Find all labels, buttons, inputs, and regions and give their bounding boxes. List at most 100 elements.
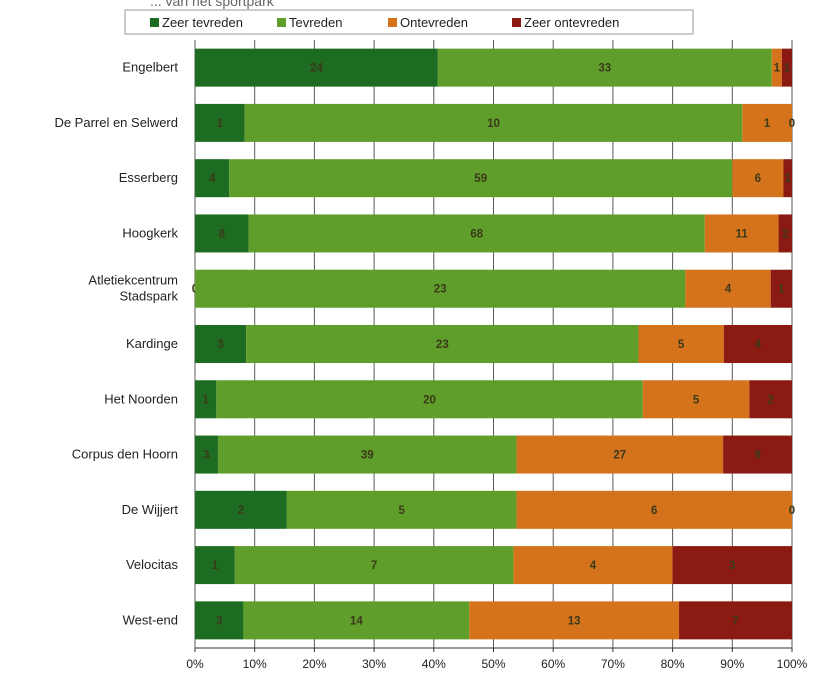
category-label: Corpus den Hoorn xyxy=(72,447,178,462)
data-label: 1 xyxy=(217,118,224,130)
x-tick-label: 0% xyxy=(186,657,204,671)
bar-segment xyxy=(195,490,287,529)
data-label: 5 xyxy=(398,505,405,517)
bar-segment xyxy=(246,325,639,363)
data-label: 4 xyxy=(755,339,762,351)
x-tick-label: 10% xyxy=(243,657,267,671)
data-label: 0 xyxy=(789,118,795,130)
legend-label: Tevreden xyxy=(289,15,342,30)
category-label: Stadspark xyxy=(119,289,178,304)
data-label: 1 xyxy=(774,63,781,75)
bar-segment xyxy=(195,159,230,198)
data-label: 39 xyxy=(361,450,374,462)
data-label: 3 xyxy=(216,615,222,627)
bar-segment xyxy=(685,269,771,308)
data-label: 23 xyxy=(436,339,449,351)
chart-title-partial: ... van het sportpark xyxy=(150,0,275,9)
bar-segment xyxy=(513,546,673,585)
bar-segment xyxy=(778,214,792,253)
bar-segment xyxy=(195,546,235,585)
data-label: 9 xyxy=(754,450,760,462)
data-label: 3 xyxy=(217,339,223,351)
bar-segment xyxy=(243,601,470,640)
bar-segment xyxy=(679,601,792,640)
data-label: 1 xyxy=(212,560,219,572)
data-label: 23 xyxy=(434,284,447,296)
bar-segment xyxy=(742,103,792,142)
category-label: Kardinge xyxy=(126,336,178,351)
data-label: 33 xyxy=(598,63,611,75)
data-label: 2 xyxy=(767,394,773,406)
category-label: Het Noorden xyxy=(104,391,178,406)
bar-segment xyxy=(516,490,792,529)
bar-segment xyxy=(195,48,438,87)
data-label: 4 xyxy=(209,173,216,185)
data-label: 6 xyxy=(651,505,657,517)
data-label: 59 xyxy=(474,173,487,185)
bar-segment xyxy=(783,159,792,198)
bar-segment xyxy=(195,269,686,308)
x-tick-label: 20% xyxy=(302,657,326,671)
data-label: 4 xyxy=(590,560,597,572)
data-label: 2 xyxy=(782,228,788,240)
x-axis: 0% 10% 20% 30% 40% 50% 60% 70% 80% 90% 100% xyxy=(186,647,808,671)
bar-segment xyxy=(234,546,514,585)
data-label: 1 xyxy=(784,63,791,75)
legend-swatch xyxy=(150,18,159,27)
bar-segment xyxy=(195,325,247,363)
x-tick-label: 70% xyxy=(601,657,625,671)
category-label: Engelbert xyxy=(122,60,178,75)
data-label: 1 xyxy=(785,173,792,185)
bar-segment xyxy=(195,103,245,142)
data-label: 1 xyxy=(778,284,785,296)
data-label: 7 xyxy=(732,615,738,627)
category-label: De Parrel en Selwerd xyxy=(54,115,178,130)
x-tick-label: 100% xyxy=(777,657,808,671)
data-label: 3 xyxy=(729,560,735,572)
data-label: 3 xyxy=(203,450,209,462)
category-label: Esserberg xyxy=(119,170,178,185)
bar-segment xyxy=(195,214,249,253)
legend-label: Ontevreden xyxy=(400,15,468,30)
bar-segment xyxy=(248,214,705,253)
data-label: 5 xyxy=(678,339,685,351)
x-tick-label: 50% xyxy=(481,657,505,671)
legend-label: Zeer ontevreden xyxy=(524,15,619,30)
bar-segment xyxy=(732,159,784,198)
category-label: Velocitas xyxy=(126,557,179,572)
bars: 2433111101045961868112023413235412052339… xyxy=(192,48,795,640)
bar-segment xyxy=(672,546,792,585)
data-label: 10 xyxy=(487,118,500,130)
bar-segment xyxy=(217,435,517,474)
bar-segment xyxy=(638,325,724,363)
bar-segment xyxy=(229,159,733,198)
bar-segment xyxy=(286,490,517,529)
bar-segment xyxy=(771,48,782,87)
bar-segment xyxy=(770,269,792,308)
x-tick-label: 80% xyxy=(661,657,685,671)
bar-segment xyxy=(216,380,643,419)
chart-legend: Zeer tevreden Tevreden Ontevreden Zeer onte… xyxy=(124,9,694,35)
category-label: De Wijjert xyxy=(122,502,179,517)
data-label: 14 xyxy=(350,615,363,627)
x-tick-label: 90% xyxy=(720,657,744,671)
legend-swatch xyxy=(277,18,286,27)
data-label: 20 xyxy=(423,394,436,406)
data-label: 27 xyxy=(613,450,626,462)
data-label: 0 xyxy=(789,505,795,517)
data-label: 13 xyxy=(568,615,581,627)
legend-swatch xyxy=(388,18,397,27)
bar-segment xyxy=(195,380,217,419)
bar-segment xyxy=(704,214,779,253)
data-label: 6 xyxy=(755,173,761,185)
bar-segment xyxy=(723,435,792,474)
bar-segment xyxy=(516,435,724,474)
bar-segment xyxy=(723,325,792,363)
data-label: 2 xyxy=(238,505,244,517)
data-label: 11 xyxy=(736,228,749,240)
legend-box xyxy=(124,9,694,35)
legend-swatch xyxy=(512,18,521,27)
bar-segment xyxy=(195,435,218,474)
bar-segment xyxy=(244,103,743,142)
